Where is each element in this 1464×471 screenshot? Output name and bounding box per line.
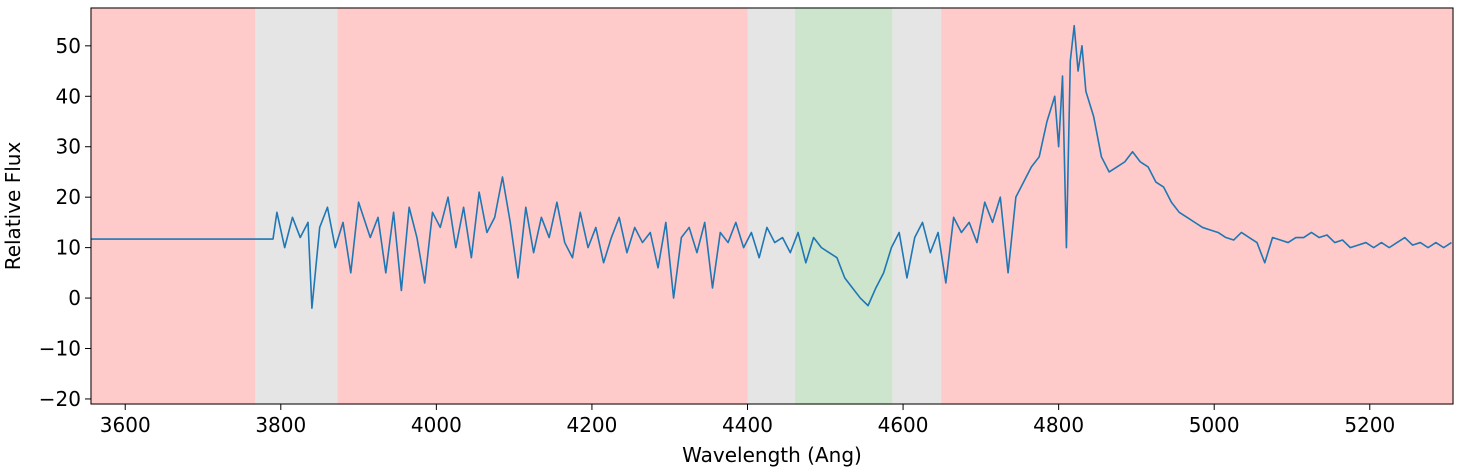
spectrum-line	[91, 24, 1452, 309]
x-tick-label: 4400	[722, 413, 773, 437]
x-tick-label: 4000	[411, 413, 462, 437]
x-tick-label: 4800	[1033, 413, 1084, 437]
x-tick-label: 4200	[566, 413, 617, 437]
y-tick-label: 20	[56, 185, 81, 209]
y-tick-label: 30	[56, 135, 81, 159]
x-tick-label: 3600	[100, 413, 151, 437]
x-tick-label: 5200	[1344, 413, 1395, 437]
plot-frame	[90, 7, 1454, 405]
y-tick-label: −10	[39, 337, 81, 361]
region	[90, 7, 257, 405]
region	[892, 7, 943, 405]
y-tick-label: −20	[39, 387, 81, 411]
y-tick-label: 0	[68, 286, 81, 310]
region	[941, 7, 1454, 405]
y-axis-label: Relative Flux	[1, 142, 25, 271]
y-tick-label: 50	[56, 34, 81, 58]
region	[337, 7, 750, 405]
x-tick-label: 3800	[255, 413, 306, 437]
region	[747, 7, 797, 405]
x-tick-label: 5000	[1189, 413, 1240, 437]
y-tick-label: 40	[56, 84, 81, 108]
region	[794, 7, 894, 405]
x-axis-label: Wavelength (Ang)	[682, 443, 862, 467]
y-tick-label: 10	[56, 236, 81, 260]
region	[255, 7, 340, 405]
x-tick-label: 4600	[878, 413, 929, 437]
